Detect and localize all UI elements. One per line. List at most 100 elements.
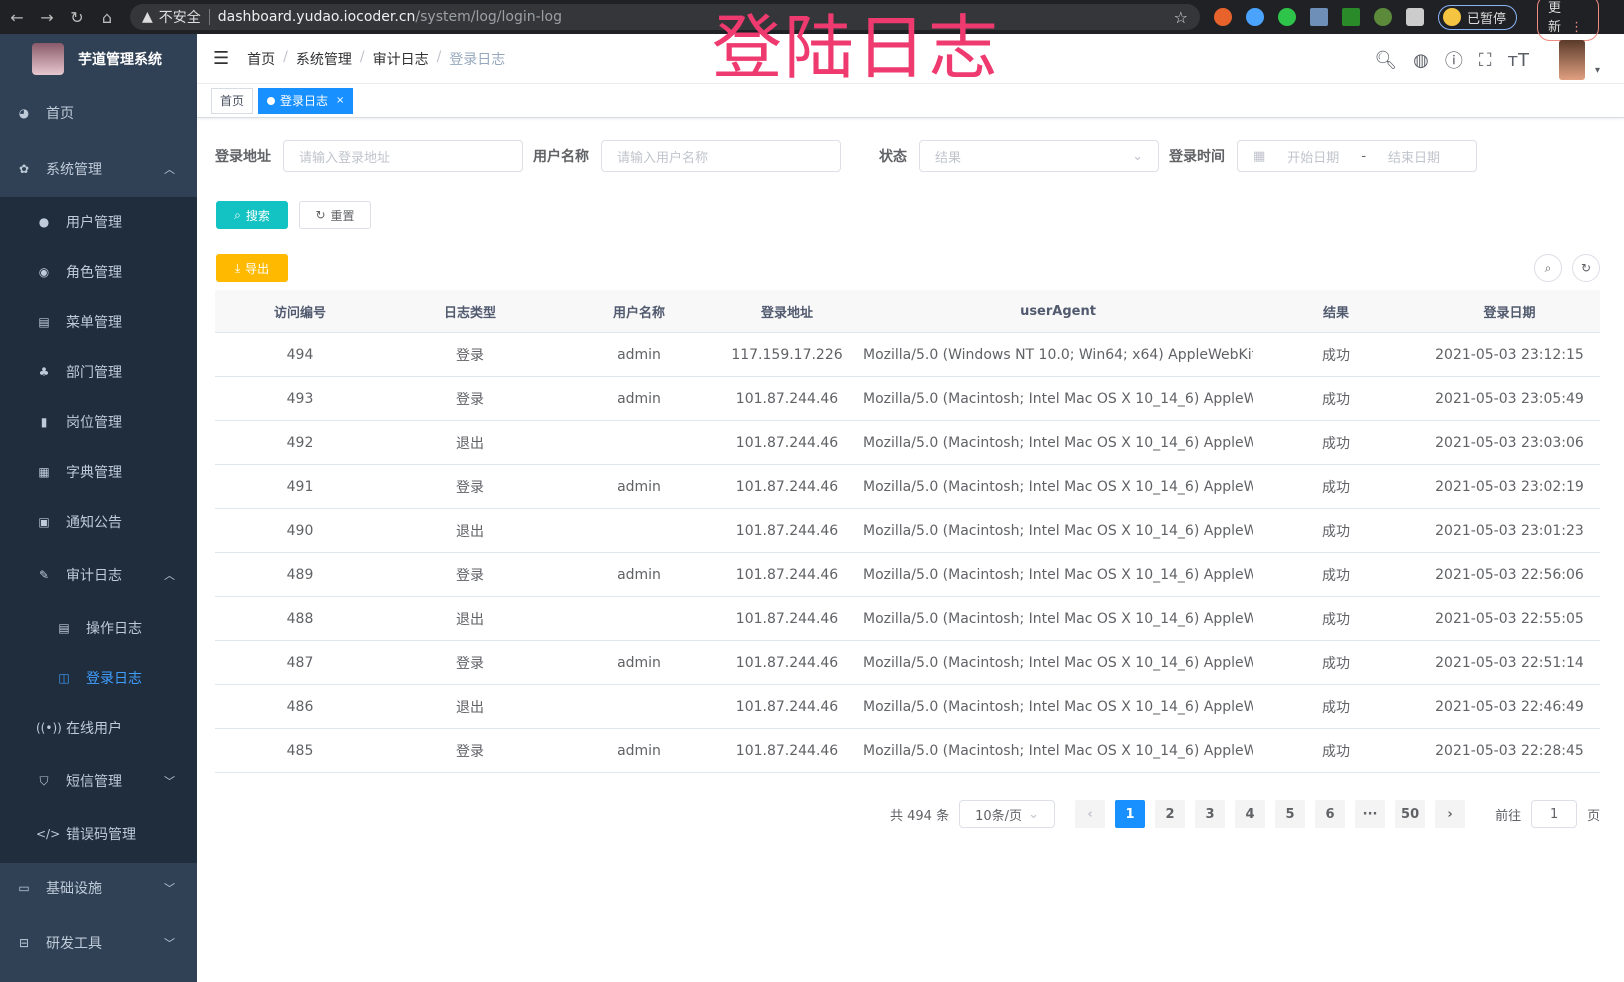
sidebar-item-dept[interactable]: ♣ 部门管理 <box>0 347 197 397</box>
hamburger-icon[interactable]: ☰ <box>213 48 230 69</box>
page-button[interactable]: 5 <box>1275 800 1306 828</box>
close-icon[interactable]: × <box>336 95 345 106</box>
sidebar-item-dict[interactable]: ▦ 字典管理 <box>0 447 197 497</box>
tag-home[interactable]: 首页 <box>211 87 254 114</box>
page-button[interactable]: 4 <box>1235 800 1266 828</box>
page-button[interactable]: ··· <box>1355 800 1386 828</box>
extension-icon[interactable] <box>1278 8 1296 26</box>
table-row[interactable]: 489 登录 admin 101.87.244.46 Mozilla/5.0 (Maci… <box>215 553 1600 597</box>
cell-date: 2021-05-03 23:01:23 <box>1435 522 1584 539</box>
tag-login-log[interactable]: 登录日志 × <box>258 87 354 114</box>
page-button[interactable]: 1 <box>1115 800 1146 828</box>
cell-useragent: Mozilla/5.0 (Macintosh; Intel Mac OS X 1… <box>863 610 1253 627</box>
table-row[interactable]: 492 退出 101.87.244.46 Mozilla/5.0 (Macintosh… <box>215 421 1600 465</box>
status-label: 状态 <box>879 149 907 165</box>
extension-icon[interactable] <box>1374 8 1392 26</box>
table-row[interactable]: 486 退出 101.87.244.46 Mozilla/5.0 (Macintosh… <box>215 685 1600 729</box>
table-row[interactable]: 491 登录 admin 101.87.244.46 Mozilla/5.0 (Maci… <box>215 465 1600 509</box>
profile-button[interactable]: 已暂停 <box>1438 4 1518 30</box>
page-button[interactable]: 2 <box>1155 800 1186 828</box>
puzzle-icon[interactable] <box>1406 8 1424 26</box>
page-size-select[interactable]: 10条/页 ⌄ <box>959 800 1056 828</box>
forward-icon[interactable]: → <box>40 7 54 27</box>
sidebar-item-role[interactable]: ◉ 角色管理 <box>0 247 197 297</box>
sidebar-item-tool[interactable]: ⊟ 研发工具 ﹀ <box>0 918 197 968</box>
avatar[interactable] <box>1558 40 1585 80</box>
sidebar-item-error-code[interactable]: </> 错误码管理 <box>0 809 197 859</box>
back-icon[interactable]: ← <box>10 7 24 27</box>
extension-icon[interactable] <box>1246 8 1264 26</box>
date-range-picker[interactable]: ▦ 开始日期 - 结束日期 <box>1237 140 1477 172</box>
url-host: dashboard.yudao.iocoder.cn <box>217 9 416 25</box>
update-button[interactable]: 更新 ⋮ <box>1537 0 1600 41</box>
sidebar-item-system[interactable]: ✿ 系统管理 ︿ <box>0 144 197 194</box>
address-bar[interactable]: ▲ 不安全 dashboard.yudao.iocoder.cn/system/… <box>130 4 1200 30</box>
cell-ip: 101.87.244.46 <box>735 566 839 583</box>
table-row[interactable]: 487 登录 admin 101.87.244.46 Mozilla/5.0 (Maci… <box>215 641 1600 685</box>
range-separator: - <box>1361 148 1367 164</box>
search-icon[interactable]: 🔍︎ <box>1374 49 1398 71</box>
search-button[interactable]: ⌕ 搜索 <box>216 201 288 229</box>
page-button[interactable]: 50 <box>1395 800 1426 828</box>
sidebar-item-online[interactable]: ((•)) 在线用户 <box>0 703 197 753</box>
logo-image <box>32 43 64 75</box>
page-button[interactable]: 3 <box>1195 800 1226 828</box>
logo[interactable]: 芋道管理系统 <box>0 34 197 84</box>
sidebar-item-audit[interactable]: ✎ 审计日志 ︿ <box>0 550 197 600</box>
sidebar-item-post[interactable]: ▮ 岗位管理 <box>0 397 197 447</box>
table-row[interactable]: 488 退出 101.87.244.46 Mozilla/5.0 (Macintosh… <box>215 597 1600 641</box>
label: 部门管理 <box>66 365 122 381</box>
sidebar-item-login-log[interactable]: ◫ 登录日志 <box>0 653 197 703</box>
help-icon[interactable]: ⓘ <box>1444 51 1463 72</box>
cell-username: admin <box>617 566 661 583</box>
table-row[interactable]: 494 登录 admin 117.159.17.226 Mozilla/5.0 (Win… <box>215 333 1600 377</box>
extension-icon[interactable] <box>1310 8 1328 26</box>
end-date[interactable]: 结束日期 <box>1388 150 1441 166</box>
cell-id: 487 <box>286 654 314 671</box>
sidebar-item-operate-log[interactable]: ▤ 操作日志 <box>0 603 197 653</box>
reset-button[interactable]: ↻ 重置 <box>299 201 371 229</box>
placeholder: 请输入用户名称 <box>617 150 709 166</box>
font-size-icon[interactable]: тT <box>1507 49 1529 71</box>
table-row[interactable]: 493 登录 admin 101.87.244.46 Mozilla/5.0 (Maci… <box>215 377 1600 421</box>
start-date[interactable]: 开始日期 <box>1287 150 1340 166</box>
table-row[interactable]: 490 退出 101.87.244.46 Mozilla/5.0 (Macintosh… <box>215 509 1600 553</box>
next-page-button[interactable]: › <box>1435 800 1466 828</box>
prev-page-button[interactable]: ‹ <box>1075 800 1106 828</box>
extension-icon[interactable] <box>1214 8 1232 26</box>
username-input[interactable]: 请输入用户名称 <box>601 140 841 172</box>
sidebar-item-user[interactable]: ● 用户管理 <box>0 197 197 247</box>
table-row[interactable]: 485 登录 admin 101.87.244.46 Mozilla/5.0 (Maci… <box>215 729 1600 773</box>
refresh-icon[interactable]: ↻ <box>1572 254 1600 282</box>
page-button[interactable]: 6 <box>1315 800 1346 828</box>
status-select[interactable]: 结果 ⌄ <box>919 140 1159 172</box>
sidebar-item-menu[interactable]: ▤ 菜单管理 <box>0 297 197 347</box>
reload-icon[interactable]: ↻ <box>70 7 84 27</box>
sidebar-item-notice[interactable]: ▣ 通知公告 <box>0 497 197 547</box>
fullscreen-icon[interactable]: ⛶ <box>1478 49 1492 71</box>
goto-page-input[interactable]: 1 <box>1531 800 1578 828</box>
goto-value: 1 <box>1549 806 1559 822</box>
sidebar-item-sms[interactable]: ⛉ 短信管理 ﹀ <box>0 756 197 806</box>
gear-icon: ✿ <box>18 162 30 176</box>
navbar: ☰ 首页 / 系统管理 / 审计日志 / 登录日志 🔍︎ ◍ ⓘ ⛶ тT ▾ <box>197 34 1624 84</box>
addr-input[interactable]: 请输入登录地址 <box>283 140 523 172</box>
form-icon: ▤ <box>58 621 70 635</box>
user-label: 用户名称 <box>533 149 589 165</box>
cell-username: admin <box>617 742 661 759</box>
label: 短信管理 <box>66 774 122 790</box>
cell-result: 成功 <box>1322 391 1350 408</box>
overlay-title: 登陆日志 <box>712 7 1000 89</box>
github-icon[interactable]: ◍ <box>1413 49 1429 71</box>
extension-icon[interactable] <box>1342 8 1360 26</box>
caret-down-icon[interactable]: ▾ <box>1594 64 1600 76</box>
cell-date: 2021-05-03 22:51:14 <box>1435 654 1584 671</box>
sidebar-item-infra[interactable]: ▭ 基础设施 ﹀ <box>0 863 197 913</box>
export-button[interactable]: ⤓ 导出 <box>216 254 288 282</box>
toggle-search-icon[interactable]: ⌕ <box>1534 254 1562 282</box>
bookmark-star-icon[interactable]: ☆ <box>1173 7 1188 27</box>
breadcrumb-item[interactable]: 首页 <box>247 51 276 68</box>
cell-result: 成功 <box>1322 699 1350 716</box>
home-icon[interactable]: ⌂ <box>101 7 113 27</box>
sidebar-item-home[interactable]: ◕ 首页 <box>0 88 197 138</box>
